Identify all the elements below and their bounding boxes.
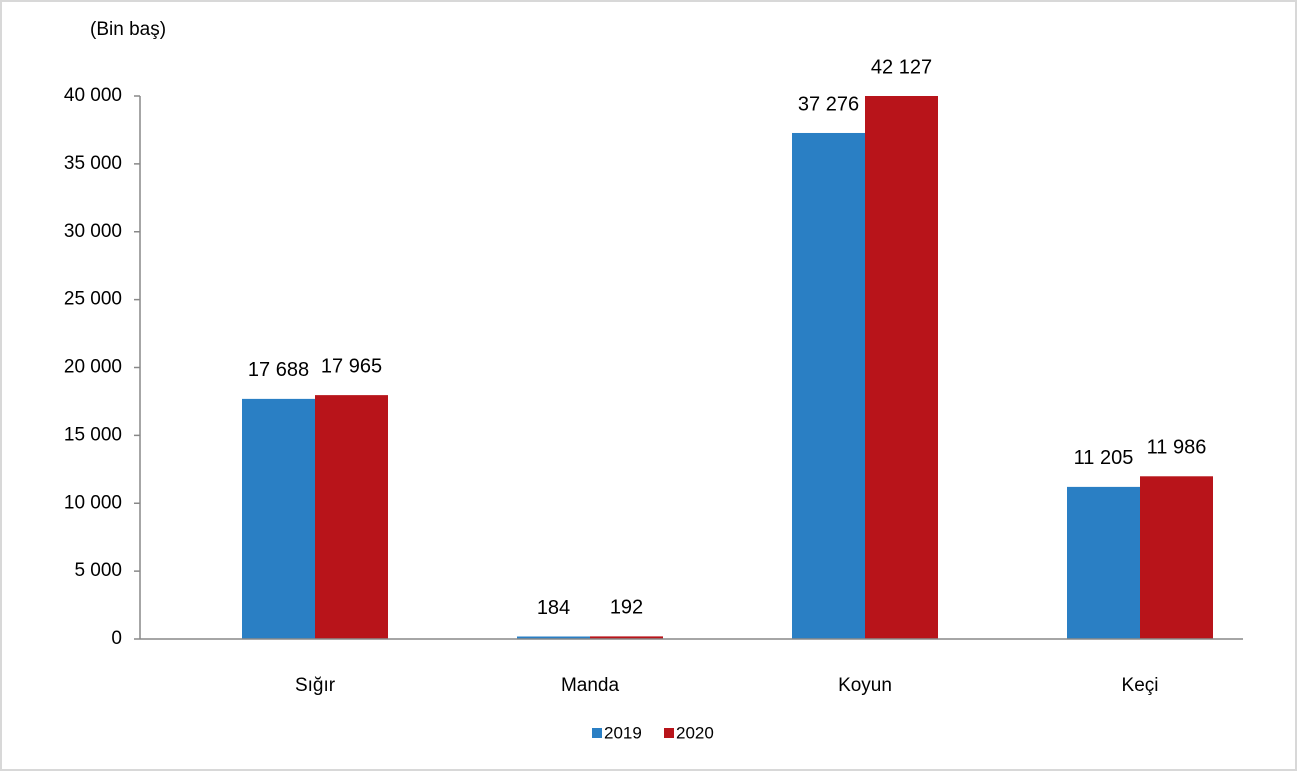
bar	[315, 395, 388, 639]
value-label: 192	[610, 597, 643, 619]
bar	[242, 398, 315, 639]
x-tick-label: Koyun	[838, 675, 892, 696]
y-tick-label: 20 000	[64, 357, 122, 378]
y-tick-label: 25 000	[64, 289, 122, 310]
bars	[242, 96, 1213, 639]
value-label: 17 688	[248, 359, 309, 381]
value-label: 17 965	[321, 355, 382, 377]
value-label: 11 205	[1074, 447, 1134, 469]
legend-label: 2020	[676, 723, 714, 742]
legend-label: 2019	[604, 723, 642, 742]
value-label: 42 127	[871, 56, 932, 78]
bar	[517, 636, 590, 639]
y-axis-label: (Bin baş)	[90, 19, 166, 40]
legend-swatch	[664, 728, 674, 738]
value-label: 11 986	[1147, 437, 1207, 459]
y-tick-label: 10 000	[64, 492, 122, 513]
x-tick-label: Sığır	[295, 675, 336, 696]
y-tick-label: 0	[111, 628, 122, 649]
bar	[1140, 476, 1213, 639]
y-tick-label: 15 000	[64, 424, 122, 445]
x-tick-label: Manda	[561, 675, 620, 696]
x-tick-label: Keçi	[1122, 675, 1159, 696]
value-label: 37 276	[798, 93, 859, 115]
bar	[590, 636, 663, 639]
y-tick-label: 5 000	[74, 560, 122, 581]
bar	[865, 96, 938, 639]
y-tick-label: 30 000	[64, 221, 122, 242]
y-tick-label: 35 000	[64, 153, 122, 174]
legend-swatch	[592, 728, 602, 738]
bar	[1067, 486, 1140, 639]
bar	[792, 132, 865, 639]
y-tick-label: 40 000	[64, 85, 122, 106]
value-label: 184	[537, 597, 570, 619]
